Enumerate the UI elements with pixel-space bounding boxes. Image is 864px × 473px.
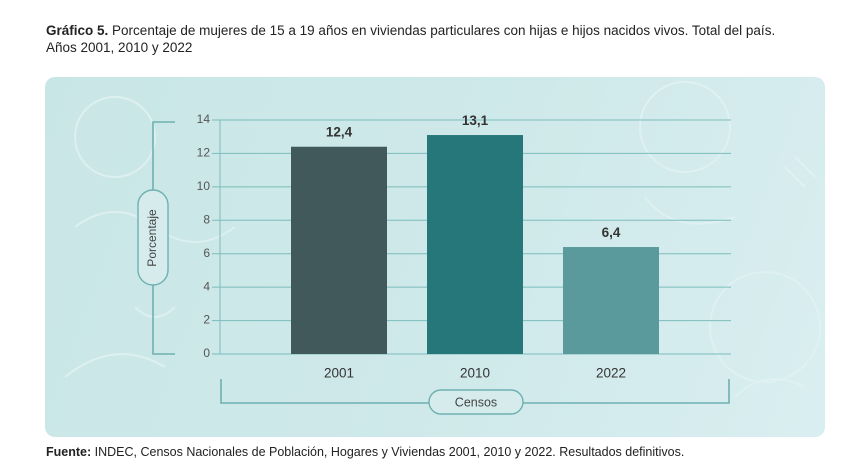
- x-tick-label: 2010: [460, 366, 490, 381]
- bar-value-label: 6,4: [602, 225, 621, 240]
- bar-value-label: 12,4: [326, 125, 353, 140]
- y-axis-title: Porcentaje: [145, 209, 159, 267]
- x-axis-title: Censos: [455, 395, 497, 409]
- chart-title-label: Gráfico 5.: [46, 23, 109, 38]
- y-tick-label: 14: [197, 112, 211, 126]
- chart-title-years: Años 2001, 2010 y 2022: [46, 40, 193, 55]
- chart-title-text: Porcentaje de mujeres de 15 a 19 años en…: [112, 23, 776, 38]
- bar-2001: [291, 146, 387, 354]
- source-text: INDEC, Censos Nacionales de Población, H…: [94, 445, 685, 459]
- y-tick-label: 0: [203, 346, 210, 360]
- x-tick-label: 2022: [596, 366, 626, 381]
- chart-panel: 0 2 4 6 8 10 12 14 12,4 2001 13,1 2010 6,4 2022 Porce…: [45, 77, 825, 437]
- y-tick-label: 4: [203, 279, 210, 293]
- bar-2010: [427, 135, 523, 354]
- source-label: Fuente:: [46, 445, 92, 459]
- x-tick-label: 2001: [324, 366, 354, 381]
- y-axis-title-pill: Porcentaje: [137, 189, 169, 286]
- bar-value-label: 13,1: [462, 113, 489, 128]
- x-axis-title-pill: Censos: [428, 389, 524, 415]
- y-tick-label: 2: [203, 313, 210, 327]
- y-tick-label: 6: [203, 246, 210, 260]
- y-tick-label: 12: [197, 146, 211, 160]
- y-tick-label: 8: [203, 212, 210, 226]
- source-note: Fuente: INDEC, Censos Nacionales de Pobl…: [46, 445, 836, 459]
- chart-title: Gráfico 5. Porcentaje de mujeres de 15 a…: [46, 22, 836, 56]
- bar-chart: 0 2 4 6 8 10 12 14 12,4 2001 13,1 2010 6,4 2022 Porce…: [64, 81, 821, 415]
- y-tick-label: 10: [197, 179, 211, 193]
- bar-2022: [563, 247, 659, 354]
